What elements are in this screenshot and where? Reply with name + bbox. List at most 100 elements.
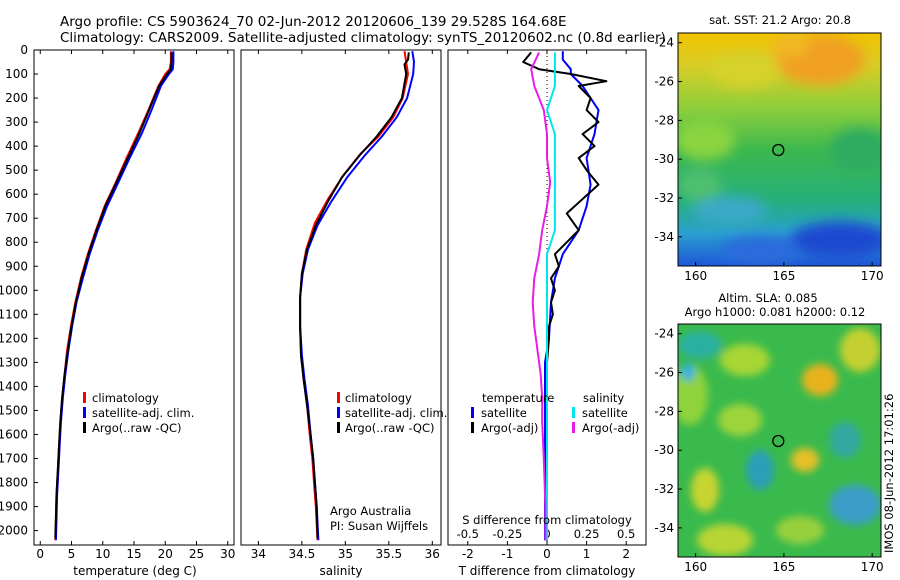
depth-tick-label: 300 (5, 115, 28, 129)
x-tick-label: 35.5 (375, 547, 402, 561)
x-tick-label: 0 (36, 547, 44, 561)
title-line-1: Argo profile: CS 5903624_70 02-Jun-2012 … (60, 14, 567, 30)
legend-header-temperature: temperature (482, 391, 554, 405)
x-tick-label: -2 (462, 547, 474, 561)
sst-map-title: sat. SST: 21.2 Argo: 20.8 (709, 13, 851, 27)
series-line-temperature-satellite (544, 51, 600, 541)
legend-swatch-argo (337, 422, 340, 433)
series-line-satellite-adj-clim- (299, 51, 415, 541)
legend-label-climatology: climatology (92, 391, 159, 405)
lat-tick-label: -32 (654, 191, 674, 205)
depth-tick-label: 100 (5, 67, 28, 81)
lat-tick-label: -26 (654, 366, 674, 380)
legend-swatch-climatology (83, 392, 86, 403)
depth-tick-label: 1700 (0, 451, 28, 465)
difference-series (522, 51, 608, 541)
lat-tick-label: -30 (654, 443, 674, 457)
lon-tick-label: 160 (684, 560, 707, 574)
s-tick-label: 0.5 (617, 527, 635, 541)
depth-tick-label: 1200 (0, 331, 28, 345)
credit-line-1: Argo Australia (330, 504, 411, 518)
depth-tick-label: 1600 (0, 427, 28, 441)
legend-label-temp-argo: Argo(-adj) (481, 421, 538, 435)
legend-label-sal-satellite: satellite (582, 406, 628, 420)
salinity-panel: 34 34.5 35 35.5 36 salinity climatology sate… (240, 49, 447, 578)
depth-tick-label: 400 (5, 139, 28, 153)
legend-label-sal-argo: Argo(-adj) (582, 421, 639, 435)
lat-tick-label: -34 (654, 521, 674, 535)
argo-location-marker (772, 143, 785, 157)
legend-header-salinity: salinity (583, 391, 624, 405)
salinity-legend: climatology satellite-adj. clim. Argo(..… (337, 391, 447, 435)
sst-map-axes: 160 165 170 -24 -26 -28 -30 -32 -34 (654, 36, 883, 283)
x-tick-label: 20 (158, 547, 173, 561)
depth-tick-label: 200 (5, 91, 28, 105)
depth-tick-label: 700 (5, 211, 28, 225)
difference-xlabel: T difference from climatology (458, 564, 636, 578)
lat-tick-label: -28 (654, 113, 674, 127)
s-difference-label: S difference from climatology (462, 513, 632, 527)
sla-map-title-line-1: Altim. SLA: 0.085 (718, 291, 817, 305)
sst-heatmap (678, 33, 881, 266)
depth-tick-label: 1800 (0, 476, 28, 490)
title-line-2: Climatology: CARS2009. Satellite-adjuste… (60, 30, 666, 46)
legend-label-temp-satellite: satellite (481, 406, 527, 420)
series-line-salinity-satellite (546, 52, 556, 541)
lat-tick-label: -24 (654, 36, 674, 50)
lat-tick-label: -26 (654, 75, 674, 89)
x-tick-label: 2 (622, 547, 630, 561)
salinity-series (299, 51, 415, 541)
depth-axis: 0 100 200 300 400 500 600 700 800 900 1000 1100 1200… (0, 43, 38, 538)
depth-tick-label: 1100 (0, 307, 28, 321)
lat-tick-label: -24 (654, 327, 674, 341)
s-tick-label: -0.25 (493, 527, 523, 541)
legend-swatch-temp-argo (471, 422, 474, 433)
x-tick-label: 10 (95, 547, 110, 561)
x-tick-label: 5 (68, 547, 76, 561)
series-line-satellite-adj-clim- (54, 51, 175, 541)
imos-timestamp: IMOS 08-Jun-2012 17:01:26 (882, 394, 896, 553)
lat-tick-label: -32 (654, 482, 674, 496)
legend-swatch-argo (83, 422, 86, 433)
temperature-panel: 0100200300400500600700800900100011001200… (0, 43, 235, 578)
temperature-series (54, 51, 175, 541)
credit-line-2: PI: Susan Wijffels (330, 519, 428, 533)
x-tick-label: 34.5 (289, 547, 316, 561)
series-line-salinity-argo-adj- (530, 51, 552, 541)
sla-heatmap (678, 324, 881, 557)
x-tick-label: -1 (501, 547, 513, 561)
sst-map-frame (677, 32, 882, 267)
legend-swatch-satellite (83, 407, 86, 418)
temperature-axes-frame (33, 49, 235, 546)
series-line-argo-raw-qc- (54, 52, 173, 538)
lon-tick-label: 165 (772, 560, 795, 574)
legend-swatch-satellite (337, 407, 340, 418)
lon-tick-label: 165 (772, 269, 795, 283)
s-difference-ticks: -0.5 -0.25 0 0.25 0.5 (457, 527, 636, 541)
lon-tick-label: 170 (861, 269, 884, 283)
depth-tick-label: 500 (5, 163, 28, 177)
lat-tick-label: -34 (654, 230, 674, 244)
series-line-climatology (54, 51, 172, 541)
x-tick-label: 15 (126, 547, 141, 561)
sla-map-panel: Altim. SLA: 0.085 Argo h1000: 0.081 h200… (654, 291, 883, 574)
sst-map-panel: sat. SST: 21.2 Argo: 20.8 160 165 170 -24 -2… (654, 13, 883, 283)
lat-tick-label: -30 (654, 152, 674, 166)
legend-swatch-climatology (337, 392, 340, 403)
legend-swatch-sal-argo (572, 422, 575, 433)
lon-tick-label: 160 (684, 269, 707, 283)
lat-tick-label: -28 (654, 404, 674, 418)
x-tick-label: 35 (338, 547, 353, 561)
legend-label-argo: Argo(..raw -QC) (92, 421, 182, 435)
argo-location-marker (772, 434, 785, 448)
salinity-axes-frame (240, 49, 442, 546)
series-line-temperature-argo-adj- (522, 51, 608, 541)
depth-tick-label: 2000 (0, 524, 28, 538)
x-tick-label: 0 (543, 547, 551, 561)
depth-tick-label: 1400 (0, 379, 28, 393)
salinity-xlabel: salinity (319, 564, 362, 578)
depth-tick-label: 1000 (0, 283, 28, 297)
salinity-x-axis: 34 34.5 35 35.5 36 (251, 50, 440, 561)
depth-tick-label: 1300 (0, 355, 28, 369)
